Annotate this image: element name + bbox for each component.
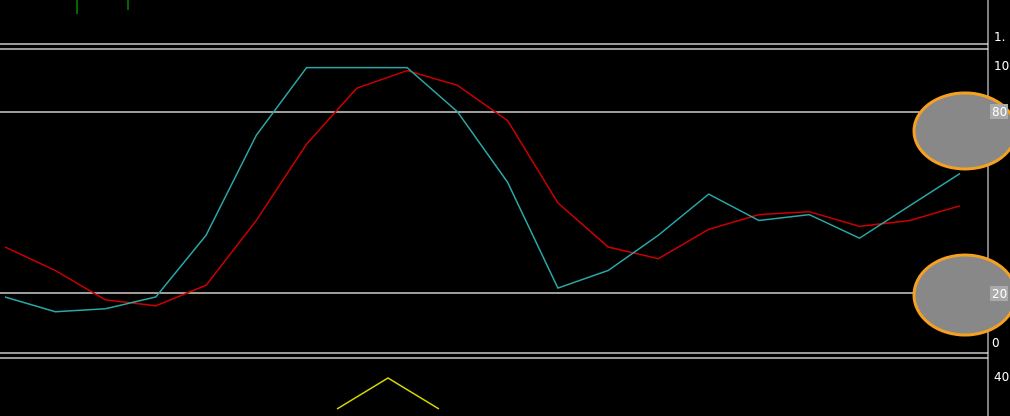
series-line-1: [4, 66, 961, 313]
level-label-box-20: [990, 286, 1008, 301]
stochastic-panel: 80 20 10 0: [0, 59, 1010, 350]
bottom-series-group: [336, 377, 440, 410]
top-panel: 1.: [76, 0, 1005, 44]
level-label-80: 80: [992, 105, 1007, 119]
bottom-series-line: [336, 377, 440, 410]
level-label-20: 20: [992, 287, 1007, 301]
highlight-ellipse-20: [912, 253, 1010, 337]
axis-label-top: 10: [994, 59, 1009, 73]
bottom-panel: 40: [336, 370, 1009, 410]
series-line-0: [4, 69, 961, 307]
bottom-panel-axis-label: 40: [994, 370, 1009, 384]
stochastic-series-group: [4, 66, 961, 313]
highlight-ellipse-80: [912, 91, 1010, 171]
top-panel-axis-label: 1.: [994, 30, 1005, 44]
level-label-box-80: [990, 104, 1008, 119]
axis-label-zero: 0: [992, 336, 1000, 350]
